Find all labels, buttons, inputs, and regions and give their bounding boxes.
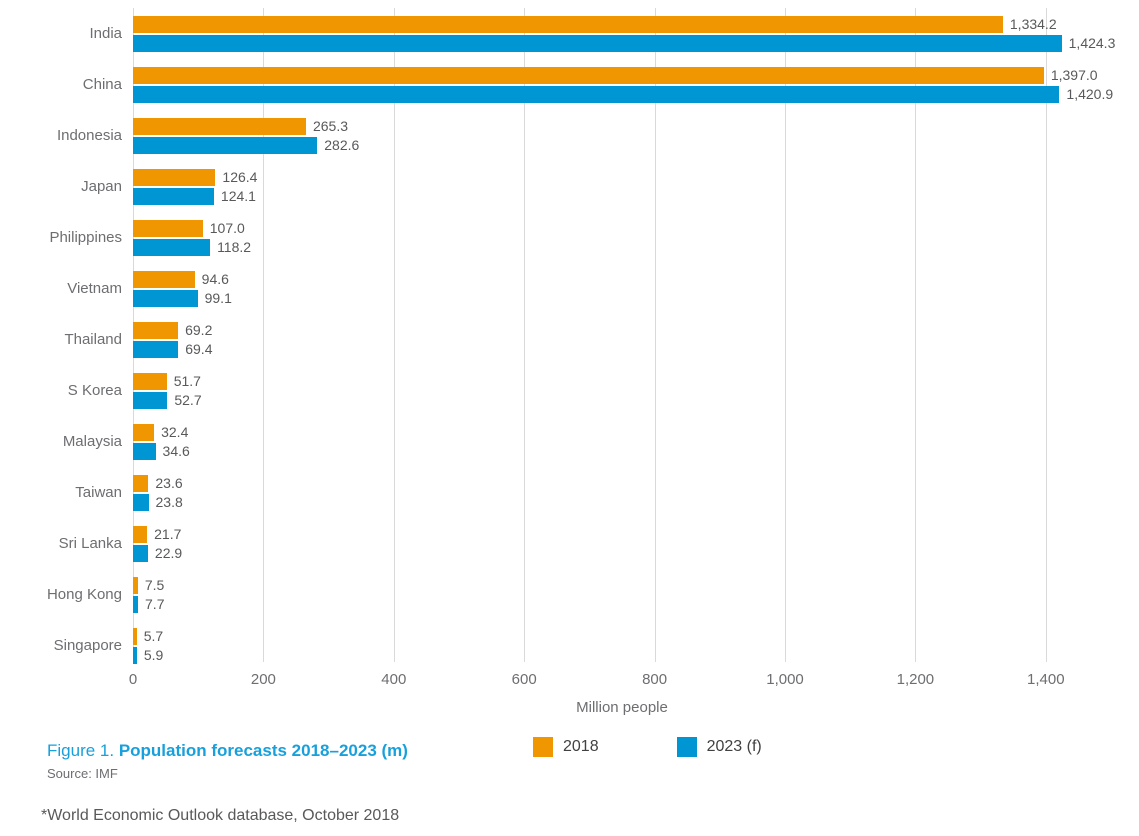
- category-label-philippines: Philippines: [49, 229, 122, 246]
- x-tick-label: 0: [128, 671, 138, 688]
- bar-value-label: 22.9: [154, 545, 183, 561]
- bar-2018-vietnam: [133, 271, 195, 288]
- bar-value-label: 124.1: [220, 188, 256, 204]
- x-tick-label: 800: [642, 671, 668, 688]
- category-label-india: India: [89, 25, 122, 42]
- bar-2018-singapore: [133, 628, 137, 645]
- bar-2018-taiwan: [133, 475, 149, 492]
- bar-value-label: 23.6: [155, 475, 183, 491]
- bar-2023-s-korea: [133, 392, 168, 409]
- bar-2023-vietnam: [133, 290, 198, 307]
- bar-value-label: 21.7: [154, 526, 182, 542]
- category-label-hong-kong: Hong Kong: [46, 586, 122, 603]
- legend-label-2023: 2023 (f): [706, 738, 762, 755]
- bar-value-label: 32.4: [161, 424, 189, 440]
- bar-value-label: 34.6: [162, 443, 190, 459]
- category-label-indonesia: Indonesia: [56, 127, 122, 144]
- bar-value-label: 51.7: [173, 373, 201, 389]
- figure-caption-title: Population forecasts 2018–2023 (m): [118, 741, 408, 760]
- bar-2018-indonesia: [133, 118, 306, 135]
- bar-value-label: 118.2: [217, 239, 252, 255]
- bar-2018-thailand: [133, 322, 179, 339]
- bar-2018-japan: [133, 169, 216, 186]
- bar-value-label: 69.2: [185, 322, 213, 338]
- source-note: Source: IMF: [47, 766, 118, 781]
- category-label-thailand: Thailand: [64, 331, 122, 348]
- bar-2023-thailand: [133, 341, 179, 358]
- gridline-x-800: [654, 8, 656, 662]
- bar-value-label: 1,420.9: [1066, 86, 1114, 102]
- gridline-x-1400: [1045, 8, 1047, 662]
- bar-value-label: 1,397.0: [1050, 67, 1098, 83]
- gridline-x-1200: [915, 8, 917, 662]
- category-label-china: China: [82, 76, 122, 93]
- bar-2023-malaysia: [133, 443, 156, 460]
- gridline-x-200: [263, 8, 265, 662]
- bar-2023-sri-lanka: [133, 545, 148, 562]
- bar-2018-hong-kong: [133, 577, 138, 594]
- bar-2023-singapore: [133, 647, 137, 664]
- bar-value-label: 5.9: [143, 647, 164, 663]
- category-label-vietnam: Vietnam: [67, 280, 122, 297]
- x-tick-label: 400: [381, 671, 407, 688]
- legend-swatch-2023: [676, 737, 697, 757]
- bar-value-label: 5.7: [143, 628, 164, 644]
- legend-label-2018: 2018: [563, 738, 599, 755]
- bar-2023-india: [133, 35, 1062, 52]
- chart-legend: 2018 2023 (f): [533, 737, 830, 757]
- footnote: *World Economic Outlook database, Octobe…: [41, 807, 400, 824]
- bar-2018-india: [133, 16, 1003, 33]
- bar-value-label: 99.1: [204, 290, 232, 306]
- x-axis-title: Million people: [576, 699, 668, 716]
- gridline-x-400: [393, 8, 395, 662]
- x-tick-label: 1,200: [896, 671, 935, 688]
- x-tick-label: 1,000: [766, 671, 804, 688]
- figure-caption-prefix: Figure 1.: [47, 741, 119, 760]
- bar-value-label: 7.5: [144, 577, 165, 593]
- bar-value-label: 69.4: [185, 341, 213, 357]
- bar-2018-china: [133, 67, 1044, 84]
- figure-caption: Figure 1. Population forecasts 2018–2023…: [47, 741, 408, 761]
- bar-value-label: 126.4: [222, 169, 258, 185]
- bar-2023-philippines: [133, 239, 211, 256]
- bar-2023-china: [133, 86, 1060, 103]
- bar-value-label: 1,334.2: [1009, 16, 1057, 32]
- bar-2018-malaysia: [133, 424, 155, 441]
- gridline-x-600: [524, 8, 526, 662]
- legend-item-2018: 2018: [533, 737, 667, 757]
- category-label-taiwan: Taiwan: [75, 484, 122, 501]
- bar-2018-philippines: [133, 220, 203, 237]
- bar-value-label: 94.6: [201, 271, 229, 287]
- category-label-malaysia: Malaysia: [62, 433, 122, 450]
- category-label-japan: Japan: [81, 178, 122, 195]
- bar-value-label: 265.3: [312, 118, 349, 134]
- category-label-sri-lanka: Sri Lanka: [58, 535, 122, 552]
- bar-2023-taiwan: [133, 494, 149, 511]
- bar-2018-s-korea: [133, 373, 167, 390]
- x-tick-label: 1,400: [1027, 671, 1065, 688]
- category-label-s-korea: S Korea: [67, 382, 122, 399]
- bar-2023-japan: [133, 188, 214, 205]
- bar-value-label: 7.7: [145, 596, 165, 612]
- bar-value-label: 23.8: [155, 494, 183, 510]
- bar-value-label: 107.0: [209, 220, 245, 236]
- bar-value-label: 1,424.3: [1068, 35, 1116, 51]
- category-label-singapore: Singapore: [53, 637, 122, 654]
- x-tick-label: 200: [250, 671, 276, 688]
- legend-swatch-2018: [533, 737, 553, 757]
- bar-2018-sri-lanka: [133, 526, 148, 543]
- bar-value-label: 282.6: [324, 137, 360, 153]
- bar-value-label: 52.7: [174, 392, 202, 408]
- x-tick-label: 600: [511, 671, 537, 688]
- bar-2023-hong-kong: [133, 596, 139, 613]
- legend-item-2023: 2023 (f): [676, 737, 830, 757]
- bar-2023-indonesia: [133, 137, 318, 154]
- gridline-x-1000: [785, 8, 786, 662]
